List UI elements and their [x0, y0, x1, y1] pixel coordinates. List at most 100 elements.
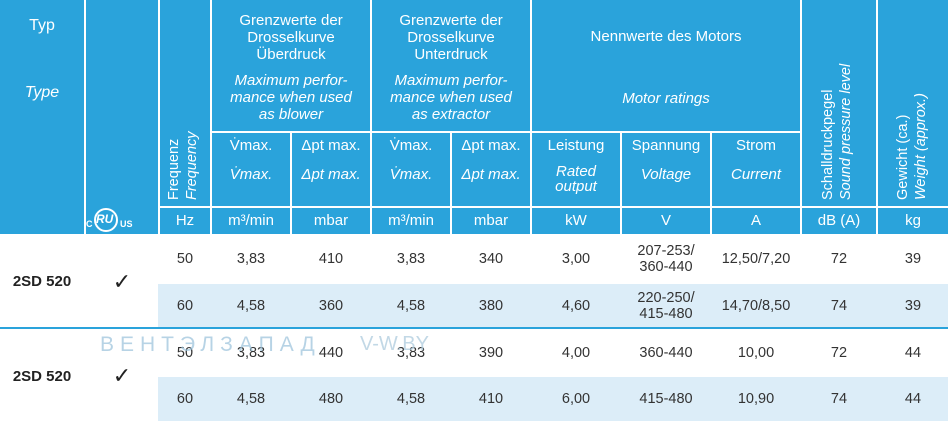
check-icon: ✓ — [112, 268, 132, 294]
header-extractor-de: Grenzwerte der Drosselkurve Unterdruck — [372, 12, 530, 63]
pressure-extractor-cell: 410 — [478, 391, 504, 407]
flow-extractor-cell: 3,83 — [396, 251, 426, 267]
flow-blower-cell: 4,58 — [236, 391, 266, 407]
header-blower-en-line: mance when used — [230, 89, 352, 106]
header-frequency: Frequency — [184, 131, 200, 200]
flow-extractor-cell: 3,83 — [396, 345, 426, 361]
pressure-blower-cell: 360 — [318, 297, 344, 314]
current-cell: 10,90 — [737, 391, 775, 407]
header-divider — [710, 132, 712, 234]
header-leistung-en-line: Rated — [555, 163, 597, 180]
weight-cell: 44 — [904, 391, 922, 407]
voltage-cell: 207-253/ 360-440 — [637, 243, 695, 275]
power-cell: 4,60 — [561, 297, 591, 314]
header-leistung-en: Rated output — [532, 164, 620, 194]
type-cell: 2SD 520 — [12, 367, 72, 385]
header-divider — [84, 0, 86, 234]
header-blower-de-line: Grenzwerte der — [239, 12, 343, 29]
unit-hz: Hz — [175, 212, 195, 229]
header-dpt-blower-en: Δpt max. — [301, 166, 361, 183]
header-motor-de: Nennwerte des Motors — [590, 28, 742, 45]
flow-extractor-cell: 4,58 — [396, 297, 426, 314]
current-cell: 10,00 — [737, 345, 775, 361]
frequency-cell: 50 — [176, 345, 194, 361]
header-divider — [876, 0, 878, 234]
power-cell: 3,00 — [561, 251, 591, 267]
flow-blower-cell: 3,83 — [236, 251, 266, 267]
header-divider — [158, 206, 948, 208]
header-divider — [450, 132, 452, 234]
pressure-extractor-cell: 390 — [478, 345, 504, 361]
pressure-blower-cell: 480 — [318, 391, 344, 407]
check-icon: ✓ — [112, 363, 132, 388]
weight-cell: 39 — [904, 297, 922, 314]
watermark: ВЕНТЭЛЗАПАД — [100, 333, 321, 356]
header-blower-de-line: Überdruck — [256, 46, 326, 63]
header-extractor-de-line: Grenzwerte der — [399, 12, 503, 29]
header-divider — [210, 131, 800, 133]
unit-flow: m³/min — [228, 212, 274, 229]
watermark-url: V-W.BY — [360, 333, 429, 355]
unit-flow: m³/min — [388, 212, 434, 229]
row-divider — [158, 282, 948, 284]
frequency-cell: 60 — [176, 391, 194, 407]
current-cell: 12,50/7,20 — [721, 251, 791, 267]
header-sound-de: Schalldruckpegel — [820, 89, 836, 200]
header-spannung-en: Voltage — [640, 166, 692, 183]
table-row-bg — [158, 284, 948, 327]
header-typ: Typ — [29, 17, 55, 34]
unit-kw: kW — [565, 212, 587, 229]
frequency-cell: 50 — [176, 251, 194, 267]
header-extractor-en-line: mance when used — [390, 89, 512, 106]
flow-extractor-cell: 4,58 — [396, 391, 426, 407]
header-leistung-en-line: output — [555, 178, 597, 195]
group-separator — [0, 327, 948, 329]
voltage-cell: 415-480 — [639, 391, 693, 407]
unit-mbar: mbar — [313, 212, 349, 229]
unit-a: A — [750, 212, 761, 229]
header-divider — [800, 0, 802, 234]
header-extractor-de-line: Unterdruck — [414, 46, 488, 63]
voltage-cell: 220-250/ 415-480 — [637, 289, 695, 322]
header-dpt-extractor: Δpt max. — [461, 137, 521, 154]
header-vmax-blower: V̇max. — [229, 137, 273, 154]
pressure-extractor-cell: 340 — [478, 251, 504, 267]
ul-us-label: US — [120, 219, 133, 229]
header-vmax-blower-en: V̇max. — [229, 166, 273, 183]
sound-level-cell: 74 — [830, 297, 848, 314]
flow-blower-cell: 4,58 — [236, 297, 266, 314]
table-row-bg — [158, 236, 948, 282]
weight-cell: 39 — [904, 251, 922, 267]
header-dpt-blower: Δpt max. — [301, 137, 361, 154]
header-spannung: Spannung — [631, 137, 701, 154]
voltage-cell: 360-440 — [639, 345, 693, 361]
header-extractor-de-line: Drosselkurve — [407, 29, 495, 46]
header-divider — [158, 0, 160, 234]
power-cell: 4,00 — [561, 345, 591, 361]
unit-db: dB (A) — [817, 212, 861, 229]
header-blower-de: Grenzwerte der Drosselkurve Überdruck — [212, 12, 370, 63]
pressure-extractor-cell: 380 — [478, 297, 504, 314]
header-blower-en-line: Maximum perfor- — [234, 72, 348, 89]
header-divider — [370, 0, 372, 234]
unit-mbar: mbar — [473, 212, 509, 229]
ul-mark-label: RU — [96, 212, 114, 226]
header-vmax-extractor-en: V̇max. — [389, 166, 433, 183]
flow-blower-cell: 3,83 — [236, 345, 266, 361]
table-row-bg — [158, 331, 948, 375]
header-vmax-extractor: V̇max. — [389, 137, 433, 154]
header-blower-de-line: Drosselkurve — [247, 29, 335, 46]
sound-level-cell: 72 — [830, 345, 848, 361]
header-motor-en: Motor ratings — [622, 90, 710, 107]
sound-level-cell: 74 — [830, 391, 848, 407]
unit-v: V — [660, 212, 671, 229]
pressure-blower-cell: 410 — [318, 251, 344, 267]
header-divider — [620, 132, 622, 234]
header-frequenz: Frequenz — [166, 138, 182, 200]
header-blower-en-line: as blower — [258, 106, 324, 123]
pressure-blower-cell: 440 — [318, 345, 344, 361]
header-sound-en: Sound pressure level — [838, 63, 854, 200]
header-extractor-en: Maximum perfor- mance when used as extra… — [372, 72, 530, 123]
header-strom: Strom — [735, 137, 776, 154]
ul-circle-icon — [94, 208, 118, 232]
